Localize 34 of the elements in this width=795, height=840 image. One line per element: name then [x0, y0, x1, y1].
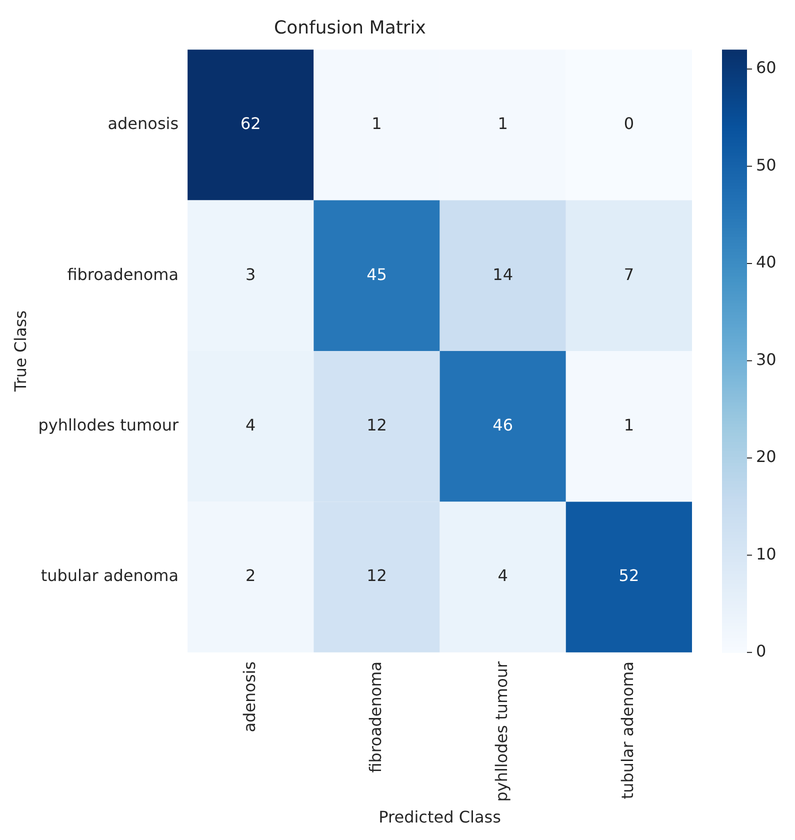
- color-bar-label: 40: [756, 252, 776, 272]
- data-label: 2: [246, 566, 256, 586]
- data-label: 12: [366, 416, 387, 435]
- y-tick-label: tubular adenoma: [40, 566, 179, 586]
- color-bar-label: 30: [756, 350, 776, 369]
- y-tick-label: adenosis: [108, 114, 179, 134]
- y-axis-title: True Class: [10, 310, 30, 393]
- data-label: 4: [498, 566, 508, 586]
- chart-title: Confusion Matrix: [274, 17, 426, 38]
- color-bar-label: 60: [756, 58, 776, 78]
- data-label: 52: [618, 566, 640, 586]
- color-bar-label: 10: [756, 544, 776, 564]
- y-tick-label: fibroadenoma: [67, 264, 179, 284]
- data-label: 0: [624, 114, 634, 134]
- x-axis-title: Predicted Class: [378, 808, 501, 827]
- data-label: 45: [366, 264, 387, 284]
- data-label: 1: [372, 114, 382, 134]
- data-label: 7: [624, 264, 634, 284]
- data-label: 1: [498, 114, 508, 134]
- x-tick-label: pyhllodes tumour: [492, 661, 511, 802]
- x-tick-label: adenosis: [240, 661, 259, 732]
- y-tick-label: pyhllodes tumour: [38, 416, 179, 435]
- x-tick-label: fibroadenoma: [366, 661, 385, 773]
- data-label: 1: [624, 416, 634, 435]
- color-bar-label: 50: [756, 155, 776, 174]
- data-label: 14: [492, 264, 514, 284]
- data-label: 12: [366, 566, 387, 586]
- color-bar-label: 0: [756, 642, 766, 661]
- data-label: 46: [492, 416, 514, 435]
- data-label: 62: [240, 114, 261, 134]
- x-tick-label: tubular adenoma: [618, 661, 638, 800]
- color-bar-label: 20: [756, 447, 776, 466]
- data-label: 4: [246, 416, 256, 435]
- data-label: 3: [246, 264, 256, 284]
